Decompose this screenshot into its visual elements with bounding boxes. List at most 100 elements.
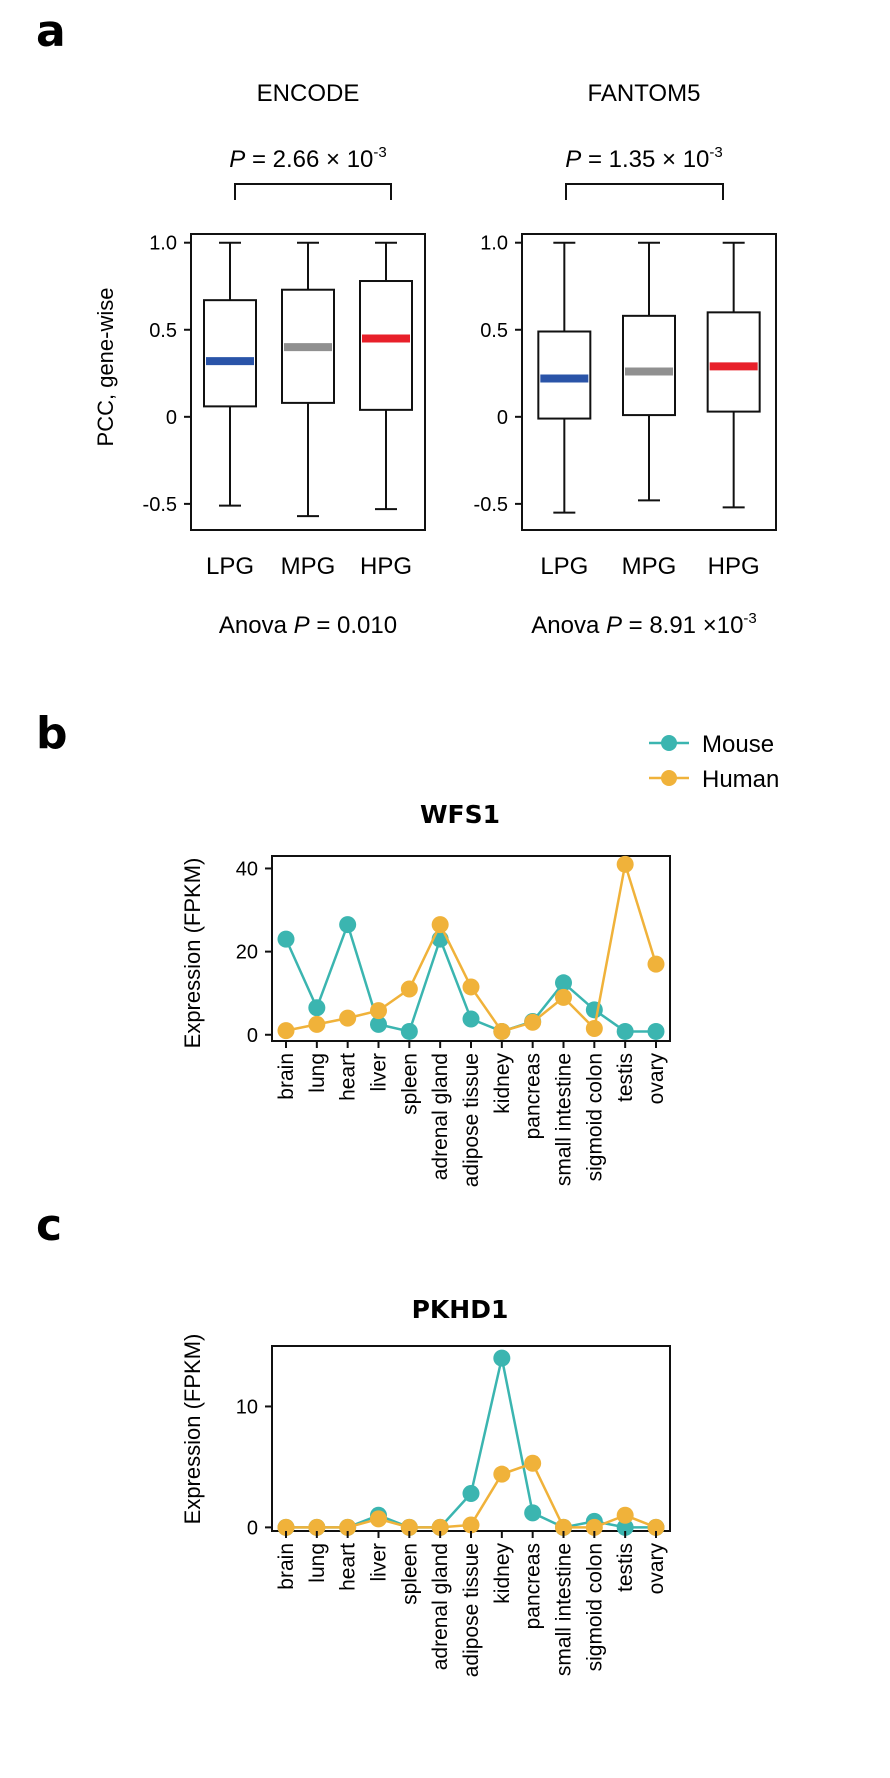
- legend-label-human: Human: [702, 766, 779, 793]
- x-category-label-wfs1: ovary: [645, 1053, 668, 1105]
- legend-marker-human: [661, 770, 677, 786]
- x-category-label-pkhd1: pancreas: [522, 1543, 545, 1629]
- x-category-label-pkhd1: kidney: [491, 1543, 514, 1604]
- y-tick-label-wfs1: 20: [236, 942, 258, 964]
- panel-label-c: c: [36, 1200, 62, 1251]
- x-category-label-wfs1: adrenal gland: [429, 1053, 452, 1180]
- legend: Mouse Human: [649, 731, 779, 793]
- x-category-label-pkhd1: testis: [614, 1543, 637, 1592]
- data-point-human: [277, 1518, 295, 1536]
- data-point-human: [585, 1518, 603, 1536]
- data-point-human: [524, 1013, 542, 1031]
- box-hpg-encode: [359, 241, 413, 511]
- panel-label-a: a: [36, 6, 66, 57]
- y-tick-label-fantom5: 0.5: [480, 320, 508, 342]
- chart-title-fantom5: FANTOM5: [588, 80, 701, 107]
- box-lpg-encode: [203, 241, 257, 507]
- box-iqr: [622, 314, 676, 417]
- x-category-label-wfs1: liver: [368, 1053, 391, 1092]
- data-point-human: [431, 1518, 449, 1536]
- x-category-label-wfs1: testis: [614, 1053, 637, 1102]
- plot-frame-fantom5: [521, 233, 777, 531]
- data-point-human: [339, 1518, 357, 1536]
- x-category-label-wfs1: pancreas: [522, 1053, 545, 1139]
- chart-title-pkhd1: PKHD1: [412, 1295, 509, 1324]
- y-tick-label-wfs1: 40: [236, 858, 258, 880]
- x-category-label-pkhd1: small intestine: [553, 1543, 576, 1676]
- line-chart-pkhd1: PKHD1 Expression (FPKM) 10 0 brain lung hea…: [180, 1295, 671, 1677]
- data-point-mouse: [277, 930, 295, 948]
- legend-marker-mouse: [661, 735, 677, 751]
- chart-title-encode: ENCODE: [257, 80, 360, 107]
- data-point-mouse: [370, 1015, 387, 1033]
- plot-frame-pkhd1: [271, 1345, 671, 1532]
- data-point-mouse: [400, 1022, 418, 1040]
- panel-label-b: b: [36, 708, 68, 759]
- comparison-pvalue-fantom5: P = 1.35 × 10-3: [565, 144, 722, 173]
- x-category-label-pkhd1: adrenal gland: [429, 1543, 452, 1670]
- x-category-label-wfs1: spleen: [398, 1053, 421, 1115]
- x-category-label-wfs1: heart: [337, 1053, 360, 1101]
- y-axis-label-encode: PCC, gene-wise: [93, 288, 118, 447]
- box-chart-fantom5: FANTOM5 P = 1.35 × 10-3 1.0 0.5 0 -0.5 LPG M…: [474, 80, 777, 639]
- x-category-label-pkhd1: lung: [306, 1543, 329, 1583]
- comparison-bracket-encode: [234, 183, 392, 200]
- x-category-label-fantom5: HPG: [708, 553, 760, 580]
- x-category-label-pkhd1: ovary: [645, 1543, 668, 1595]
- data-point-mouse: [585, 1001, 603, 1019]
- data-point-human: [616, 855, 634, 873]
- x-category-label-encode: LPG: [206, 553, 254, 580]
- data-point-human: [462, 1516, 480, 1534]
- y-tick-label-pkhd1: 10: [236, 1396, 258, 1418]
- data-point-mouse: [493, 1349, 511, 1367]
- data-point-human: [308, 1518, 326, 1536]
- data-point-human: [462, 978, 480, 996]
- data-point-human: [555, 988, 572, 1006]
- x-category-label-fantom5: MPG: [622, 553, 677, 580]
- y-tick-label-fantom5: 1.0: [480, 233, 508, 255]
- anova-pvalue-fantom5: Anova P = 8.91 ×10-3: [531, 610, 757, 639]
- plot-frame-encode: [190, 233, 426, 531]
- box-chart-encode: ENCODE P = 2.66 × 10-3 PCC, gene-wise 1.…: [93, 80, 426, 639]
- y-tick-label-pkhd1: 0: [247, 1517, 258, 1539]
- data-point-human: [431, 916, 449, 934]
- data-point-mouse: [555, 974, 572, 992]
- x-category-label-wfs1: sigmoid colon: [583, 1053, 606, 1181]
- y-tick-label-encode: 0.5: [149, 320, 177, 342]
- data-point-mouse: [616, 1518, 634, 1536]
- y-tick-label-wfs1: 0: [247, 1025, 258, 1047]
- data-point-mouse: [616, 1022, 634, 1040]
- y-axis-label-pkhd1: Expression (FPKM): [180, 1334, 205, 1525]
- box-mpg-encode: [281, 241, 335, 518]
- x-category-label-pkhd1: brain: [275, 1543, 298, 1590]
- data-point-human: [493, 1022, 511, 1040]
- line-chart-wfs1: WFS1 Expression (FPKM) 40 20 0 brain lung he…: [180, 800, 671, 1187]
- data-point-human: [616, 1506, 634, 1524]
- box-hpg-fantom5: [706, 241, 761, 509]
- data-point-human: [370, 1510, 387, 1528]
- x-category-label-pkhd1: adipose tissue: [460, 1543, 483, 1677]
- data-point-mouse: [524, 1504, 542, 1522]
- y-tick-label-encode: 1.0: [149, 233, 177, 255]
- x-category-label-wfs1: brain: [275, 1053, 298, 1100]
- x-category-label-pkhd1: liver: [368, 1543, 391, 1582]
- x-category-label-fantom5: LPG: [540, 553, 588, 580]
- data-point-human: [585, 1020, 603, 1038]
- data-point-human: [647, 955, 665, 973]
- data-point-human: [524, 1454, 542, 1472]
- y-axis-label-wfs1: Expression (FPKM): [180, 858, 205, 1049]
- data-point-human: [493, 1465, 511, 1483]
- data-point-mouse: [462, 1485, 480, 1503]
- box-lpg-fantom5: [537, 241, 592, 514]
- x-category-label-wfs1: adipose tissue: [460, 1053, 483, 1187]
- data-point-mouse: [308, 999, 326, 1017]
- legend-label-mouse: Mouse: [702, 731, 774, 758]
- data-point-human: [339, 1009, 357, 1027]
- x-category-label-encode: HPG: [360, 553, 412, 580]
- x-category-label-pkhd1: sigmoid colon: [583, 1543, 606, 1671]
- box-mpg-fantom5: [622, 241, 676, 502]
- y-tick-label-fantom5: 0: [497, 407, 508, 429]
- data-point-mouse: [647, 1022, 665, 1040]
- comparison-pvalue-encode: P = 2.66 × 10-3: [229, 144, 386, 173]
